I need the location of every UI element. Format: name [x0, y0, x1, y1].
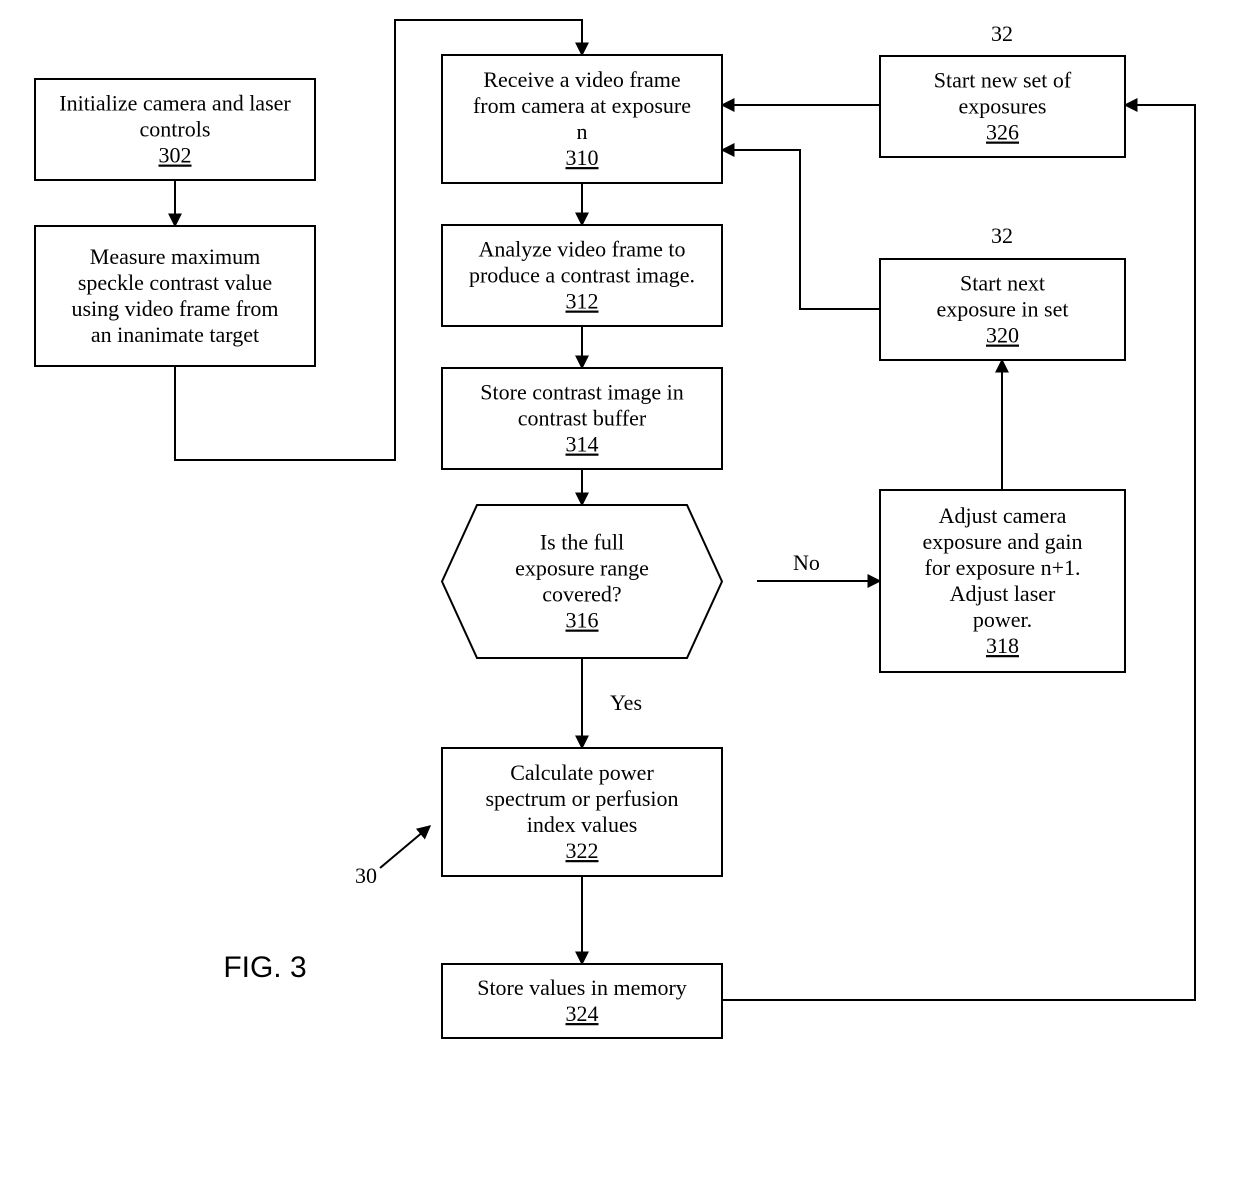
- e-320-310: [722, 150, 880, 309]
- node-n318-line3: Adjust laser: [950, 581, 1056, 606]
- node-n312-ref: 312: [566, 289, 599, 314]
- node-n304-line0: Measure maximum: [90, 244, 260, 269]
- node-n320-line0: Start next: [960, 271, 1045, 296]
- edge-label-no: No: [793, 550, 820, 575]
- node-n326-line0: Start new set of: [934, 68, 1072, 93]
- node-n322-line1: spectrum or perfusion: [485, 786, 678, 811]
- node-n320-line1: exposure in set: [937, 297, 1069, 322]
- node-n316-line0: Is the full: [540, 530, 624, 555]
- node-n318-line0: Adjust camera: [939, 503, 1067, 528]
- node-n310-line1: from camera at exposure: [473, 93, 691, 118]
- node-n318-line4: power.: [973, 607, 1032, 632]
- label-fig: FIG. 3: [223, 951, 306, 984]
- node-n318-line2: for exposure n+1.: [925, 555, 1081, 580]
- node-n318-line1: exposure and gain: [922, 529, 1082, 554]
- node-n322-line0: Calculate power: [510, 760, 654, 785]
- node-n324-ref: 324: [566, 1001, 599, 1026]
- node-n302-line1: controls: [140, 117, 211, 142]
- label-l30: 30: [355, 863, 377, 888]
- node-n310-line0: Receive a video frame: [483, 67, 680, 92]
- node-n316-line2: covered?: [542, 582, 621, 607]
- node-n320: Start nextexposure in set320: [880, 259, 1125, 360]
- node-n312: Analyze video frame toproduce a contrast…: [442, 225, 722, 326]
- node-n310-line2: n: [577, 119, 588, 144]
- node-n326-ref: 326: [986, 120, 1019, 145]
- node-n322-line2: index values: [527, 812, 638, 837]
- node-n324-line0: Store values in memory: [477, 975, 687, 1000]
- node-n316: Is the fullexposure rangecovered?316: [442, 505, 722, 658]
- node-n318-ref: 318: [986, 633, 1019, 658]
- node-n302-ref: 302: [159, 143, 192, 168]
- node-n322-ref: 322: [566, 838, 599, 863]
- node-n304-line2: using video frame from: [71, 296, 278, 321]
- node-n322: Calculate powerspectrum or perfusioninde…: [442, 748, 722, 876]
- node-n324: Store values in memory324: [442, 964, 722, 1038]
- node-n310: Receive a video framefrom camera at expo…: [442, 55, 722, 183]
- node-n318: Adjust cameraexposure and gainfor exposu…: [880, 490, 1125, 672]
- node-n304: Measure maximumspeckle contrast valueusi…: [35, 226, 315, 366]
- node-n304-line1: speckle contrast value: [78, 270, 272, 295]
- node-n314-ref: 314: [566, 432, 599, 457]
- label-l32a: 32: [991, 21, 1013, 46]
- node-n326: Start new set ofexposures326: [880, 56, 1125, 157]
- node-n326-line1: exposures: [959, 94, 1047, 119]
- label-l32b: 32: [991, 223, 1013, 248]
- node-n302-line0: Initialize camera and laser: [59, 91, 291, 116]
- edge-label-yes: Yes: [610, 690, 642, 715]
- node-n302: Initialize camera and lasercontrols302: [35, 79, 315, 180]
- pointer-30: [380, 826, 430, 868]
- node-n320-ref: 320: [986, 323, 1019, 348]
- node-n314: Store contrast image incontrast buffer31…: [442, 368, 722, 469]
- node-n314-line0: Store contrast image in: [480, 380, 683, 405]
- node-n312-line0: Analyze video frame to: [478, 237, 685, 262]
- node-n314-line1: contrast buffer: [518, 406, 647, 431]
- node-n304-line3: an inanimate target: [91, 322, 259, 347]
- node-n312-line1: produce a contrast image.: [469, 263, 695, 288]
- node-n310-ref: 310: [566, 145, 599, 170]
- node-n316-ref: 316: [566, 608, 599, 633]
- node-n316-line1: exposure range: [515, 556, 649, 581]
